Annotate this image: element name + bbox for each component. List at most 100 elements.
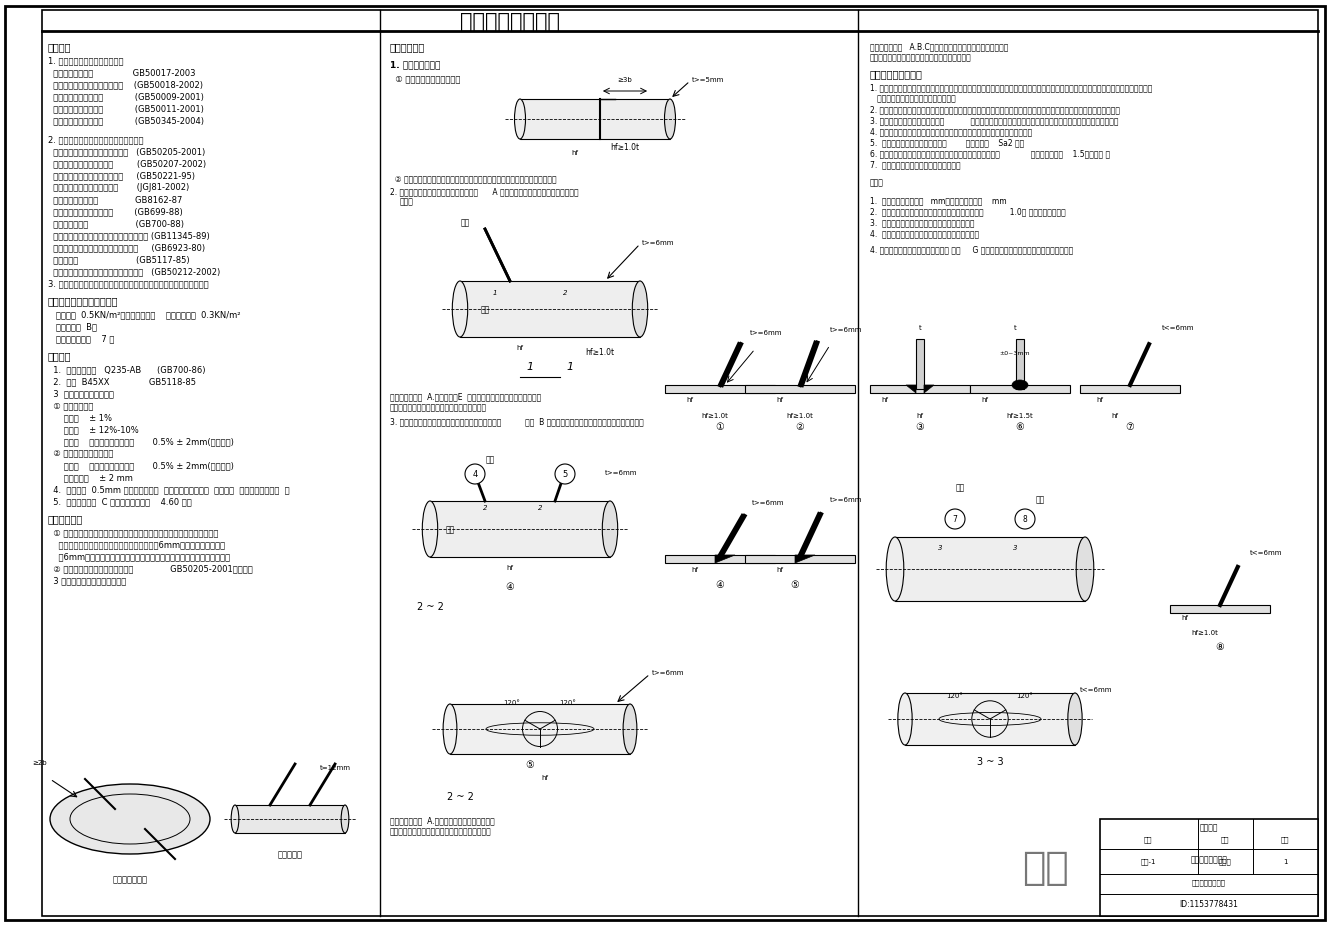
Text: ①: ① [716, 422, 725, 432]
Ellipse shape [423, 502, 438, 557]
Text: ④: ④ [505, 581, 515, 591]
Text: hf≥1.0t: hf≥1.0t [701, 413, 729, 419]
Text: 相贯线焊缝端：  A.凹坑焊缝，E  （反角弧焊缝），根接处圆滑过渡。: 相贯线焊缝端： A.凹坑焊缝，E （反角弧焊缝），根接处圆滑过渡。 [390, 391, 541, 400]
Text: znzmo: znzmo [122, 278, 178, 321]
Text: hf: hf [507, 565, 513, 570]
Text: 2.  图中未指明焊接长度及方向遍，来注焊缝高度局为           1.0七 七角钢焊件壁厚。: 2. 图中未指明焊接长度及方向遍，来注焊缝高度局为 1.0七 七角钢焊件壁厚。 [870, 207, 1065, 216]
Text: 2: 2 [483, 504, 487, 511]
Text: 《冷弯薄壁型钢结构技术规范》    (GB50018-2002): 《冷弯薄壁型钢结构技术规范》 (GB50018-2002) [48, 80, 203, 89]
Text: 比例: 比例 [1221, 836, 1230, 843]
Bar [904, 693, 1075, 745]
Text: hf: hf [516, 345, 524, 350]
Bar [916, 339, 924, 389]
Ellipse shape [624, 705, 637, 755]
Text: 2.  焊条  B45XX               GB5118-85: 2. 焊条 B45XX GB5118-85 [48, 376, 196, 386]
Text: 图号: 图号 [1144, 836, 1152, 843]
Circle shape [946, 510, 966, 529]
Polygon shape [924, 386, 934, 394]
Text: ≥2b: ≥2b [33, 759, 48, 765]
Text: 二、设计中采用荷载条件：: 二、设计中采用荷载条件： [48, 296, 118, 306]
Text: 2 ~ 2: 2 ~ 2 [447, 791, 473, 801]
Text: 施工图: 施工图 [1220, 857, 1232, 864]
Text: znzmo: znzmo [122, 578, 178, 621]
Text: hf: hf [541, 774, 548, 781]
Text: hf: hf [882, 397, 888, 402]
Text: 支管: 支管 [460, 218, 469, 227]
Text: 2. 腹架和焊接时应采用合理的施画消限次，减少焊接产生的收应力，在单元而接结组装后应采用温消焊接顺次方的措施。: 2. 腹架和焊接时应采用合理的施画消限次，减少焊接产生的收应力，在单元而接结组装… [870, 105, 1120, 114]
Text: 图纸名称: 图纸名称 [1200, 822, 1218, 832]
Text: ② 注正：管道焊接规范以工后符合              GB50205-2001中要求。: ② 注正：管道焊接规范以工后符合 GB50205-2001中要求。 [48, 564, 253, 573]
Text: hf: hf [692, 566, 698, 572]
Bar [1170, 605, 1270, 614]
Text: 1. 全焊缝对接焊缝: 1. 全焊缝对接焊缝 [390, 60, 440, 69]
Text: znzmo: znzmo [842, 478, 898, 521]
Text: 钢采用三维自动切割机切割制。管径大于等于6mm时应开坡口，管径小: 钢采用三维自动切割机切割制。管径大于等于6mm时应开坡口，管径小 [48, 540, 225, 549]
Text: ②: ② [795, 422, 805, 432]
Text: 《碳素结构钢》                  (GB700-88): 《碳素结构钢》 (GB700-88) [48, 219, 184, 228]
Text: znzmo: znzmo [602, 278, 658, 321]
Text: 3: 3 [1012, 544, 1017, 551]
Ellipse shape [632, 282, 648, 337]
Bar [665, 386, 775, 394]
Bar [235, 806, 344, 833]
Text: 风荷载：  0.5KN/m²（基本风压值）    屋面活荷载：  0.3KN/m²: 风荷载： 0.5KN/m²（基本风压值） 屋面活荷载： 0.3KN/m² [48, 310, 241, 319]
Text: www.znzmo.com: www.znzmo.com [701, 418, 798, 481]
Circle shape [465, 464, 485, 485]
Polygon shape [795, 555, 815, 564]
Text: 3 ~ 3: 3 ~ 3 [976, 756, 1003, 767]
Ellipse shape [231, 806, 239, 833]
Text: 3: 3 [938, 544, 942, 551]
Text: t>=6mm: t>=6mm [652, 669, 685, 675]
Text: 《钢结构工程手工弧焊量方法和焊缝分级》 (GB11345-89): 《钢结构工程手工弧焊量方法和焊缝分级》 (GB11345-89) [48, 231, 210, 240]
Text: 1.  采底结构钢：   Q235-AB      (GB700-86): 1. 采底结构钢： Q235-AB (GB700-86) [48, 365, 206, 374]
Text: 圆度：    管形截面公称直径的       0.5% ± 2mm(取最小值): 圆度： 管形截面公称直径的 0.5% ± 2mm(取最小值) [48, 437, 234, 446]
Bar [1080, 386, 1180, 394]
Text: hf: hf [777, 397, 783, 402]
Text: 5.  普通螺栓采用  C 螺栓级，性能等级    4.60 级。: 5. 普通螺栓采用 C 螺栓级，性能等级 4.60 级。 [48, 497, 192, 505]
Text: t=12mm: t=12mm [321, 764, 351, 770]
Text: hf≥1.0t: hf≥1.0t [786, 413, 814, 419]
Text: 6. 防腐处理采用明烁向内色泽理油面各管道着颜色由甲方定。             锈的最大管装置    1.5小时基型 。: 6. 防腐处理采用明烁向内色泽理油面各管道着颜色由甲方定。 锈的最大管装置 1.… [870, 149, 1111, 158]
Text: hf≥1.0t: hf≥1.0t [610, 143, 640, 152]
Text: 四、做材说明: 四、做材说明 [48, 514, 84, 524]
Ellipse shape [51, 784, 210, 854]
Text: www.znzmo.com: www.znzmo.com [152, 418, 249, 481]
Text: znzmo: znzmo [372, 178, 428, 222]
Text: 于6mm时可不开坡口下料前最不得不用人工修补的方法修正到完成的变。: 于6mm时可不开坡口下料前最不得不用人工修补的方法修正到完成的变。 [48, 552, 230, 561]
Text: hf: hf [916, 413, 923, 419]
Text: hf: hf [1096, 397, 1104, 402]
Polygon shape [906, 386, 916, 394]
Text: 3. 所有焊缝都应先进行外观检查。           材件对接焊关接缝管等级应为二级，检查是金属焊缝层量管等级为三级。: 3. 所有焊缝都应先进行外观检查。 材件对接焊关接缝管等级应为二级，检查是金属焊… [870, 116, 1119, 125]
Bar [1016, 339, 1024, 389]
Text: 《建筑结构荷载规范》            (GB50009-2001): 《建筑结构荷载规范》 (GB50009-2001) [48, 92, 203, 101]
Text: 120°: 120° [560, 699, 576, 705]
Text: 支管: 支管 [485, 454, 495, 464]
Text: hf: hf [1112, 413, 1119, 419]
Ellipse shape [342, 806, 348, 833]
Text: 4.  断有材钢件件尺寸可按要求按说样尺寸边渐缝。: 4. 断有材钢件件尺寸可按要求按说样尺寸边渐缝。 [870, 229, 979, 237]
Text: 1. 设计中遵照相关及规范规程：: 1. 设计中遵照相关及规范规程： [48, 56, 124, 65]
Text: znzmo: znzmo [1021, 328, 1079, 371]
Text: znzmo: znzmo [372, 728, 428, 770]
Text: 六、主管构件及安装: 六、主管构件及安装 [870, 69, 923, 79]
Ellipse shape [1076, 538, 1093, 602]
Text: 先用小直径焊条打底遍，然后用普通焊条基础。: 先用小直径焊条打底遍，然后用普通焊条基础。 [390, 402, 487, 412]
Text: 3. 按来说明要求是基工外，有应遵照有关规范标准对钢的要求有施工。: 3. 按来说明要求是基工外，有应遵照有关规范标准对钢的要求有施工。 [48, 279, 209, 288]
Text: 2: 2 [563, 289, 568, 296]
Text: 7: 7 [952, 514, 958, 524]
Ellipse shape [452, 282, 468, 337]
Text: 120°: 120° [1016, 692, 1033, 698]
Text: t>=6mm: t>=6mm [830, 326, 862, 333]
Text: 8: 8 [1023, 514, 1027, 524]
Text: 3. 相贯线焊缝端（支管与主管：主管与主管的连接）          类型  B 相贯线焊接端口两形式及坡角高度要求如下图：: 3. 相贯线焊缝端（支管与主管：主管与主管的连接） 类型 B 相贯线焊接端口两形… [390, 416, 644, 425]
Text: t<=6mm: t<=6mm [1080, 686, 1112, 692]
Text: 1: 1 [492, 289, 497, 296]
Circle shape [555, 464, 575, 485]
Bar [970, 386, 1071, 394]
Text: 钢管平面交叉件: 钢管平面交叉件 [113, 874, 148, 883]
Text: ① 对接焊缝坡口形式如下图: ① 对接焊缝坡口形式如下图 [390, 74, 460, 83]
Text: 五、图纸要求: 五、图纸要求 [390, 42, 426, 52]
Text: 1: 1 [527, 362, 533, 372]
Bar [895, 538, 1085, 602]
Text: www.znzmo.com: www.znzmo.com [951, 468, 1048, 531]
